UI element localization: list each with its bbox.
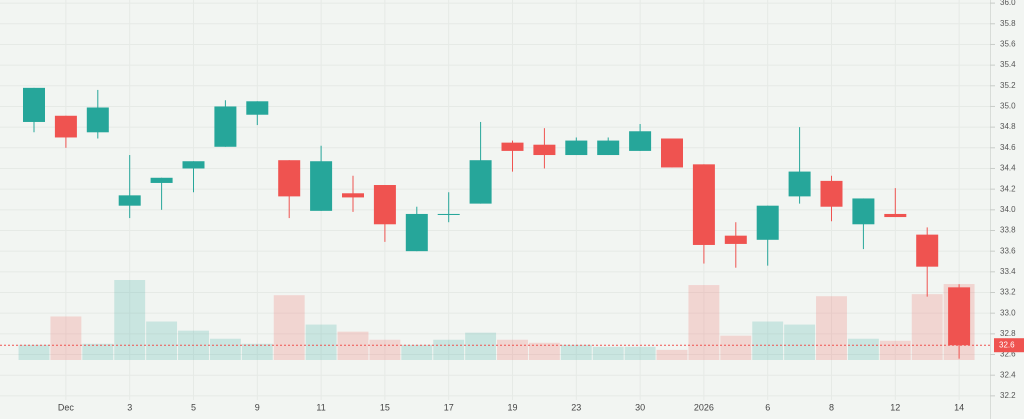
volume-bar bbox=[114, 280, 146, 360]
candle-body bbox=[246, 101, 269, 115]
y-tick-label: 34.4 bbox=[1000, 164, 1016, 173]
y-tick-label: 35.6 bbox=[1000, 40, 1016, 49]
volume-bar bbox=[624, 346, 656, 360]
volume-bar bbox=[720, 335, 752, 360]
x-tick-label: 5 bbox=[191, 402, 196, 412]
volume-bar bbox=[688, 285, 720, 360]
x-tick-label: 9 bbox=[255, 402, 260, 412]
y-tick-label: 32.2 bbox=[1000, 391, 1016, 400]
candle-body bbox=[629, 131, 652, 151]
y-tick-label: 34.0 bbox=[1000, 205, 1016, 214]
candle-body bbox=[948, 287, 971, 346]
candle-body bbox=[565, 140, 588, 156]
y-tick-label: 32.4 bbox=[1000, 370, 1016, 379]
volume-bar bbox=[592, 346, 624, 360]
volume-bar bbox=[784, 324, 816, 360]
last-price-tag bbox=[994, 338, 1024, 353]
volume-bar bbox=[847, 338, 879, 360]
y-tick-label: 34.6 bbox=[1000, 143, 1016, 152]
y-tick-label: 35.4 bbox=[1000, 60, 1016, 69]
candle-body bbox=[469, 160, 492, 204]
y-tick-label: 32.8 bbox=[1000, 329, 1016, 338]
candle-body bbox=[501, 142, 524, 151]
volume-bar bbox=[656, 349, 688, 360]
volume-bar bbox=[50, 316, 82, 360]
y-tick-label: 35.0 bbox=[1000, 102, 1016, 111]
volume-bar bbox=[305, 324, 337, 360]
candle-body bbox=[54, 115, 77, 138]
candle-body bbox=[150, 177, 173, 183]
candle-body bbox=[724, 235, 747, 244]
x-tick-label: 19 bbox=[507, 402, 517, 412]
candle-body bbox=[661, 138, 683, 168]
candle-body bbox=[405, 213, 428, 252]
candle-body bbox=[820, 180, 843, 207]
volume-bar bbox=[273, 295, 305, 360]
x-tick-label: 8 bbox=[829, 402, 834, 412]
volume-bar bbox=[560, 344, 592, 360]
candle-body bbox=[533, 144, 556, 156]
volume-bar bbox=[911, 294, 943, 360]
candle-body bbox=[916, 234, 939, 267]
volume-bar bbox=[528, 342, 560, 360]
candle-body bbox=[310, 161, 333, 211]
volume-bar bbox=[752, 321, 784, 360]
x-tick-label: 23 bbox=[571, 402, 581, 412]
candle-body bbox=[118, 195, 141, 206]
candle-body bbox=[23, 87, 45, 122]
candle-body bbox=[278, 160, 301, 197]
candle-body bbox=[373, 185, 396, 225]
candle-body bbox=[342, 193, 364, 198]
candle-body bbox=[182, 161, 205, 169]
y-tick-label: 36.0 bbox=[1000, 0, 1016, 7]
candle-body bbox=[788, 171, 811, 197]
volume-bar bbox=[497, 339, 528, 360]
x-tick-label: 6 bbox=[765, 402, 770, 412]
volume-bar bbox=[369, 339, 401, 360]
candle-body bbox=[692, 164, 715, 245]
volume-bar bbox=[337, 331, 369, 360]
volume-bar bbox=[241, 343, 273, 360]
last-price-label: 32.6 bbox=[999, 340, 1015, 349]
y-tick-label: 32.6 bbox=[1000, 350, 1016, 359]
x-tick-label: 17 bbox=[444, 402, 454, 412]
candle-body bbox=[884, 213, 907, 218]
candle-body bbox=[214, 106, 237, 147]
y-tick-label: 33.4 bbox=[1000, 267, 1016, 276]
volume-bar bbox=[433, 339, 465, 360]
x-tick-label: 15 bbox=[380, 402, 390, 412]
volume-bar bbox=[465, 332, 497, 360]
y-tick-label: 33.8 bbox=[1000, 226, 1016, 235]
x-tick-label: 14 bbox=[954, 402, 964, 412]
volume-bar bbox=[146, 321, 178, 360]
candle-body bbox=[86, 107, 109, 133]
x-tick-label: Dec bbox=[58, 402, 75, 412]
candle-body bbox=[597, 140, 620, 156]
x-tick-label: 3 bbox=[127, 402, 132, 412]
volume-bar bbox=[209, 338, 241, 360]
candle-body bbox=[756, 205, 779, 240]
y-tick-label: 34.2 bbox=[1000, 184, 1016, 193]
y-tick-label: 33.2 bbox=[1000, 288, 1016, 297]
y-tick-label: 35.2 bbox=[1000, 81, 1016, 90]
candle-body bbox=[852, 198, 875, 225]
volume-bar bbox=[18, 344, 50, 360]
x-tick-label: 2026 bbox=[694, 402, 714, 412]
y-tick-label: 33.6 bbox=[1000, 246, 1016, 255]
volume-bar bbox=[816, 296, 847, 360]
x-tick-label: 12 bbox=[890, 402, 900, 412]
volume-bar bbox=[82, 343, 114, 360]
y-tick-label: 35.8 bbox=[1000, 19, 1016, 28]
x-tick-label: 30 bbox=[635, 402, 645, 412]
volume-bar bbox=[401, 344, 433, 360]
y-tick-label: 34.8 bbox=[1000, 122, 1016, 131]
candle-body bbox=[437, 213, 460, 215]
x-tick-label: 11 bbox=[316, 402, 325, 412]
y-tick-label: 33.0 bbox=[1000, 308, 1016, 317]
volume-bar bbox=[879, 340, 911, 360]
